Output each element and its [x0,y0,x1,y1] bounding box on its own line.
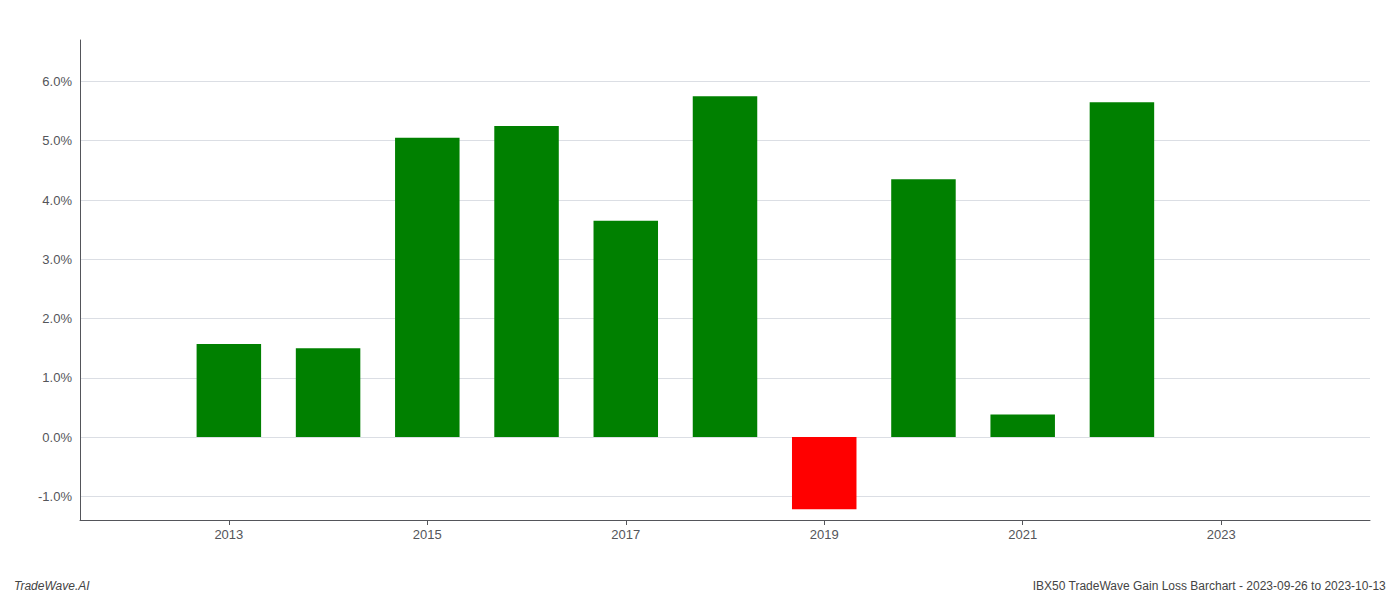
svg-text:6.0%: 6.0% [42,74,72,89]
svg-text:IBX50 TradeWave Gain Loss Barc: IBX50 TradeWave Gain Loss Barchart - 202… [1033,579,1386,593]
svg-text:2013: 2013 [214,527,243,542]
svg-text:2015: 2015 [413,527,442,542]
svg-text:3.0%: 3.0% [42,252,72,267]
svg-text:2017: 2017 [611,527,640,542]
svg-text:4.0%: 4.0% [42,193,72,208]
svg-text:1.0%: 1.0% [42,370,72,385]
svg-text:2019: 2019 [810,527,839,542]
svg-text:-1.0%: -1.0% [38,489,72,504]
svg-text:2023: 2023 [1207,527,1236,542]
svg-text:2021: 2021 [1008,527,1037,542]
svg-text:2.0%: 2.0% [42,311,72,326]
svg-text:TradeWave.AI: TradeWave.AI [14,579,90,593]
svg-text:0.0%: 0.0% [42,430,72,445]
svg-text:5.0%: 5.0% [42,133,72,148]
